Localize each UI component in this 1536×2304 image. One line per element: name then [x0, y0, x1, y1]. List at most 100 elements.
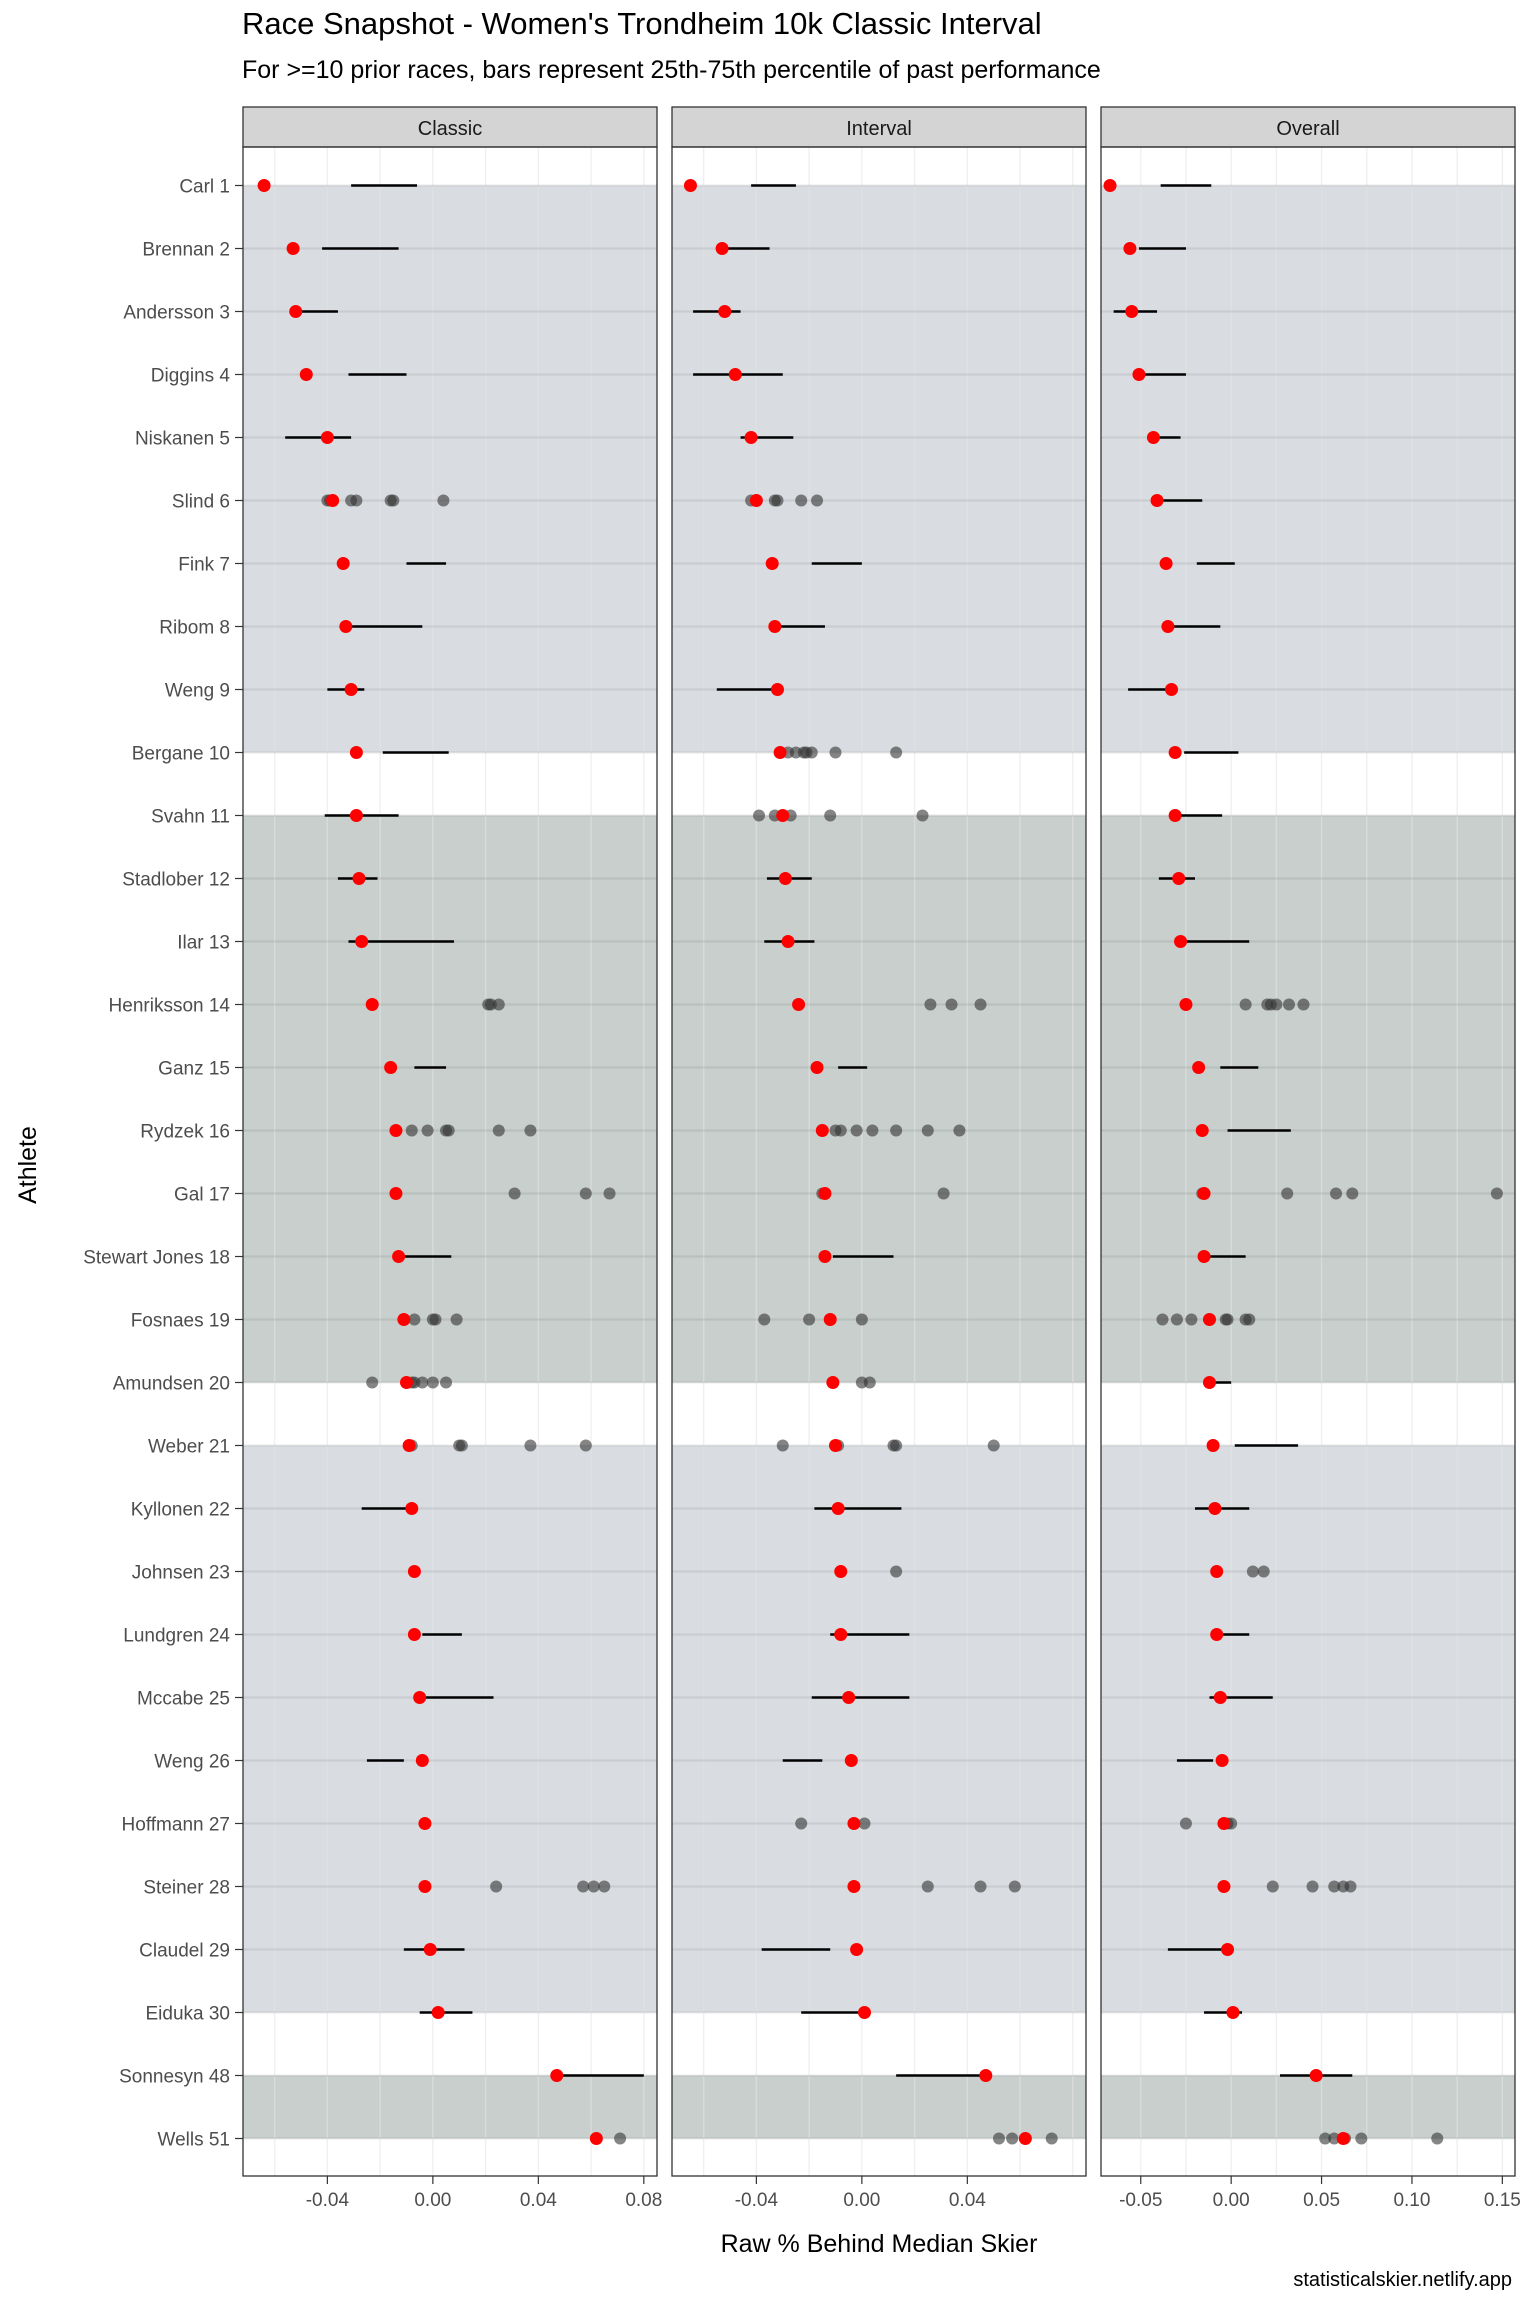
past-race-point [945, 998, 958, 1011]
past-race-point [921, 1124, 934, 1137]
race-result-point [349, 809, 363, 822]
panel-interval: Interval -0.04 0.00 0.04 [671, 106, 1087, 2211]
race-result-point [1208, 1502, 1222, 1515]
past-race-point [758, 1313, 771, 1326]
athlete-label: Stewart Jones 18 [83, 1248, 230, 1269]
race-result-point [1336, 2132, 1350, 2145]
past-race-point [437, 494, 450, 507]
group-band [243, 185, 657, 753]
past-race-point [524, 1124, 537, 1137]
race-result-point [781, 935, 795, 948]
past-race-point [803, 1313, 816, 1326]
race-result-point [765, 557, 779, 570]
x-tick-label: 0.00 [1213, 2190, 1250, 2211]
athlete-label: Fink 7 [178, 555, 230, 576]
race-result-point [818, 1187, 832, 1200]
race-result-point [418, 1817, 432, 1830]
facet-label: Classic [418, 118, 482, 140]
race-result-point [1172, 872, 1186, 885]
race-result-point [776, 809, 790, 822]
race-result-point [1174, 935, 1188, 948]
chart-title: Race Snapshot - Women's Trondheim 10k Cl… [242, 6, 1042, 41]
x-tick-label: 0.15 [1484, 2190, 1521, 2211]
race-result-point [423, 1943, 437, 1956]
panel-classic: Classic -0.04 0.00 0.04 0.08 [242, 106, 662, 2211]
past-race-point [421, 1124, 434, 1137]
x-tick-label: -0.05 [1119, 2190, 1162, 2211]
past-race-point [1239, 998, 1252, 1011]
facet-strip [671, 106, 1087, 148]
race-result-point [810, 1061, 824, 1074]
athlete-label: Hoffmann 27 [122, 1815, 230, 1836]
past-race-point [937, 1187, 950, 1200]
past-race-point [350, 494, 363, 507]
race-result-point [399, 1376, 413, 1389]
race-result-point [1202, 1313, 1216, 1326]
race-result-point [828, 1439, 842, 1452]
athlete-label: Lundgren 24 [123, 1626, 230, 1647]
facet-label: Interval [846, 118, 912, 140]
x-tick-label: 0.04 [949, 2190, 986, 2211]
past-race-point [1179, 1817, 1192, 1830]
race-result-point [415, 1754, 429, 1767]
race-result-point [1159, 557, 1173, 570]
past-race-point [921, 1880, 934, 1893]
race-result-point [344, 683, 358, 696]
x-tick-label: -0.04 [735, 2190, 779, 2211]
athlete-label: Niskanen 5 [135, 429, 230, 450]
race-result-point [1150, 494, 1164, 507]
race-result-point [1202, 1376, 1216, 1389]
past-race-point [1344, 1880, 1357, 1893]
race-result-point [718, 305, 732, 318]
race-result-point [1197, 1250, 1211, 1263]
race-result-point [1226, 2006, 1240, 2019]
race-result-point [770, 683, 784, 696]
race-result-point [847, 1817, 861, 1830]
group-band [243, 2075, 657, 2139]
past-race-point [579, 1439, 592, 1452]
race-result-point [1146, 431, 1160, 444]
past-race-point [805, 746, 818, 759]
race-result-point [773, 746, 787, 759]
race-result-point [299, 368, 313, 381]
group-band [243, 1445, 657, 2013]
athlete-label: Svahn 11 [151, 807, 230, 828]
race-result-point [979, 2069, 993, 2082]
athlete-label: Brennan 2 [142, 240, 230, 261]
past-race-point [524, 1439, 537, 1452]
athlete-label: Gal 17 [174, 1185, 230, 1206]
x-tick-label: 0.04 [520, 2190, 557, 2211]
past-race-point [416, 1376, 429, 1389]
facet-label: Overall [1276, 118, 1339, 140]
panel-border [242, 146, 658, 2177]
race-result-point [818, 1250, 832, 1263]
past-race-point [811, 494, 824, 507]
race-result-point [1179, 998, 1193, 1011]
race-result-point [844, 1754, 858, 1767]
athlete-label: Ilar 13 [177, 933, 230, 954]
athlete-label: Andersson 3 [123, 303, 230, 324]
x-tick-label: 0.00 [843, 2190, 880, 2211]
race-result-point [402, 1439, 416, 1452]
past-race-point [753, 809, 766, 822]
athlete-label: Johnsen 23 [132, 1563, 230, 1584]
race-result-point [857, 2006, 871, 2019]
race-result-point [768, 620, 782, 633]
athlete-label: Eiduka 30 [145, 2004, 230, 2025]
past-race-point [1355, 2132, 1368, 2145]
race-result-point [1221, 1943, 1235, 1956]
race-result-point [336, 557, 350, 570]
race-result-point [831, 1502, 845, 1515]
race-result-point [1192, 1061, 1206, 1074]
race-result-point [744, 431, 758, 444]
athlete-label: Steiner 28 [143, 1878, 230, 1899]
race-result-point [405, 1502, 419, 1515]
athlete-label: Stadlober 12 [122, 870, 230, 891]
past-race-point [492, 998, 505, 1011]
past-race-point [440, 1376, 453, 1389]
race-result-point [392, 1250, 406, 1263]
past-race-point [795, 494, 808, 507]
race-result-point [355, 935, 369, 948]
past-race-point [916, 809, 929, 822]
